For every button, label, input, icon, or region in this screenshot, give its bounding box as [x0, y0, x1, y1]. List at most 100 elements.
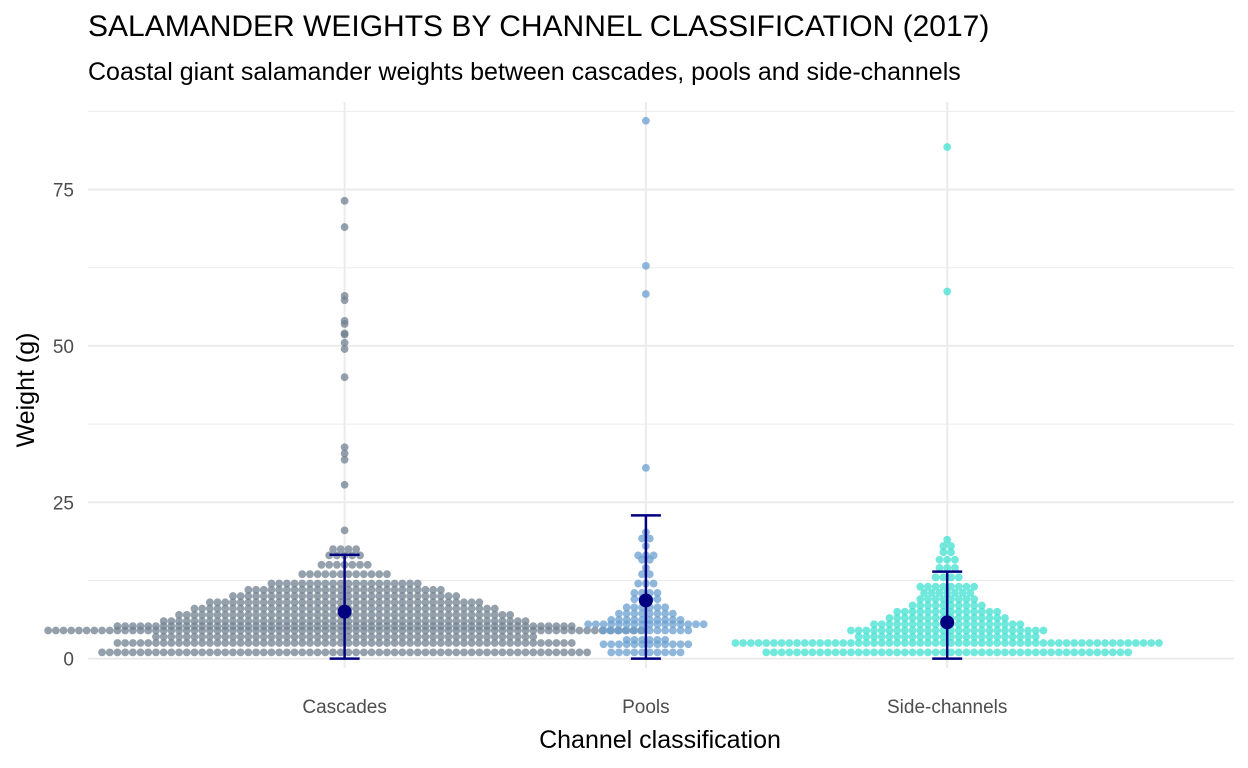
- data-point: [977, 601, 986, 610]
- x-axis-title: Channel classification: [539, 726, 781, 754]
- data-point: [344, 598, 353, 607]
- data-point: [406, 592, 414, 600]
- data-point: [452, 632, 461, 641]
- data-point: [684, 620, 693, 629]
- data-point: [313, 617, 322, 625]
- y-tick-label: 50: [53, 337, 74, 358]
- data-point: [870, 620, 878, 629]
- data-point: [175, 617, 183, 625]
- data-point: [413, 617, 422, 625]
- data-point: [962, 595, 971, 604]
- data-point: [1093, 648, 1102, 657]
- data-point: [638, 626, 646, 635]
- data-point: [1131, 639, 1140, 647]
- data-point: [739, 639, 748, 647]
- data-point: [862, 648, 871, 657]
- data-point: [340, 443, 349, 452]
- data-point: [352, 598, 361, 607]
- data-point: [475, 648, 484, 657]
- data-point: [359, 592, 368, 600]
- data-point: [259, 592, 268, 600]
- data-point: [649, 551, 658, 560]
- data-point: [924, 639, 932, 647]
- data-point: [406, 639, 414, 647]
- data-point: [290, 598, 299, 607]
- data-point: [630, 615, 639, 624]
- data-point: [259, 617, 268, 625]
- data-point: [985, 614, 994, 622]
- data-point: [653, 603, 662, 612]
- data-point: [1078, 639, 1086, 647]
- data-point: [638, 635, 646, 644]
- data-point: [383, 648, 391, 657]
- data-point: [105, 626, 114, 635]
- data-point: [190, 617, 199, 625]
- data-point: [182, 610, 191, 619]
- data-point: [607, 648, 616, 657]
- data-point: [583, 648, 592, 657]
- data-point: [916, 595, 925, 604]
- data-point: [1024, 626, 1032, 635]
- data-point: [521, 632, 530, 641]
- data-point: [367, 570, 376, 579]
- data-point: [436, 604, 445, 613]
- data-point: [406, 598, 414, 607]
- data-point: [98, 648, 106, 657]
- data-point: [290, 639, 299, 647]
- data-point: [1139, 639, 1148, 647]
- data-point: [475, 632, 484, 641]
- data-point: [931, 614, 940, 622]
- data-point: [962, 639, 971, 647]
- data-point: [661, 635, 670, 644]
- data-point: [290, 617, 299, 625]
- data-point: [359, 579, 368, 588]
- data-point: [962, 632, 971, 641]
- data-point: [444, 617, 453, 625]
- data-point: [444, 592, 453, 600]
- data-point: [1016, 639, 1025, 647]
- data-point: [951, 555, 959, 564]
- data-point: [460, 598, 468, 607]
- data-point: [367, 617, 376, 625]
- data-point: [993, 626, 1002, 635]
- data-point: [634, 551, 643, 560]
- data-point: [182, 639, 191, 647]
- data-point: [1116, 639, 1125, 647]
- data-point: [1085, 648, 1094, 657]
- data-point: [661, 603, 670, 612]
- data-point: [306, 570, 314, 579]
- data-point: [977, 639, 986, 647]
- data-point: [321, 585, 330, 594]
- data-point: [607, 626, 616, 635]
- x-tick-label: Cascades: [302, 697, 387, 718]
- data-point: [916, 607, 925, 616]
- data-point: [336, 585, 345, 594]
- data-point: [575, 648, 584, 657]
- data-point: [885, 620, 894, 629]
- data-point: [375, 604, 384, 613]
- data-point: [344, 592, 353, 600]
- data-point: [363, 560, 372, 569]
- data-point: [460, 610, 468, 619]
- data-point: [436, 610, 445, 619]
- data-point: [916, 639, 925, 647]
- data-point: [1031, 648, 1040, 657]
- data-point: [924, 626, 932, 635]
- data-point: [429, 632, 438, 641]
- data-point: [359, 585, 368, 594]
- data-point: [182, 648, 191, 657]
- data-point: [329, 648, 337, 657]
- data-point: [498, 639, 507, 647]
- data-point: [421, 648, 430, 657]
- data-point: [977, 626, 986, 635]
- data-point: [590, 626, 599, 635]
- data-point: [490, 617, 499, 625]
- data-point: [970, 632, 979, 641]
- data-point: [436, 617, 445, 625]
- data-point: [290, 648, 299, 657]
- data-point: [282, 598, 291, 607]
- data-point: [924, 607, 932, 616]
- data-point: [348, 560, 357, 569]
- data-point: [676, 626, 685, 635]
- data-point: [321, 592, 330, 600]
